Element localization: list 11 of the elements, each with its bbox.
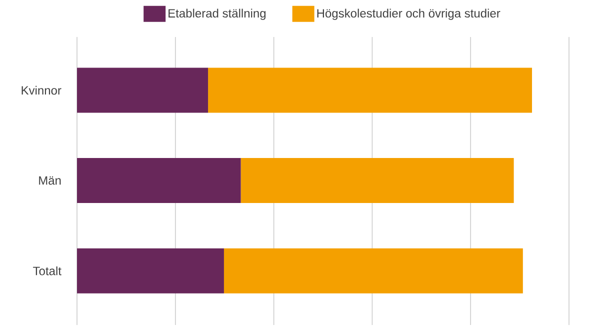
legend-label: Högskolestudier och övriga studier (317, 8, 500, 20)
y-tick-label: Kvinnor (22, 86, 62, 95)
bar (208, 68, 532, 113)
bar (77, 68, 208, 113)
y-tick-label: Män (39, 176, 61, 185)
bar (224, 248, 523, 294)
legend-label: Etablerad ställning (168, 8, 266, 20)
y-tick-label: Totalt (33, 266, 62, 276)
bar (240, 158, 514, 204)
bar (77, 158, 241, 204)
bar (77, 248, 224, 294)
